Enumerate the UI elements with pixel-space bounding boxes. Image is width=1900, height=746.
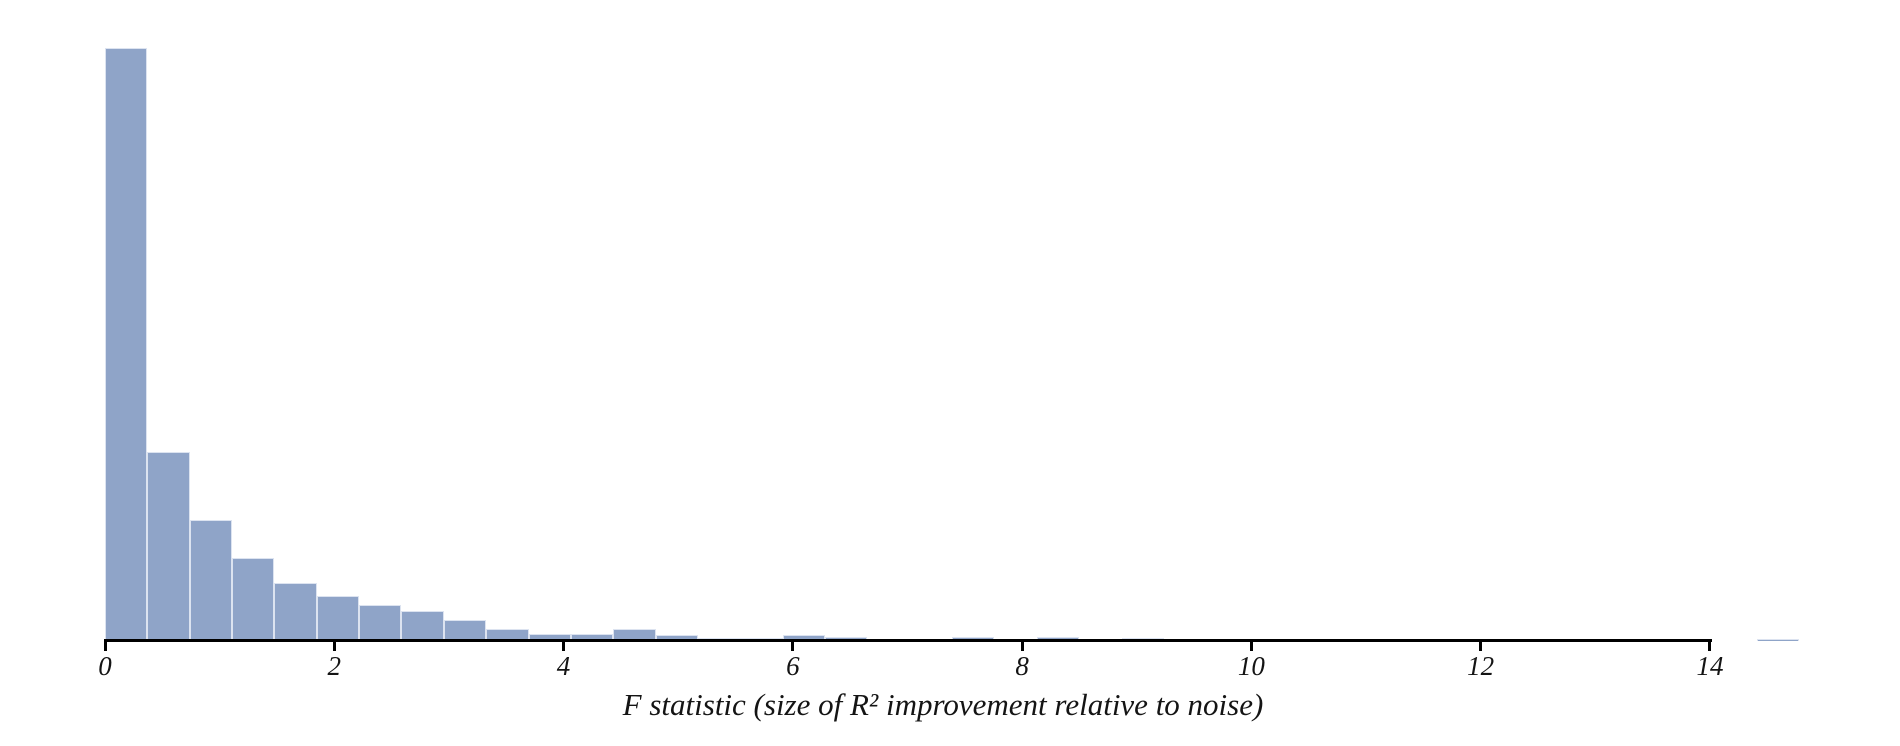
x-axis-line bbox=[103, 639, 1712, 642]
x-axis-tick bbox=[562, 641, 566, 651]
histogram-bar bbox=[401, 611, 444, 641]
x-axis-tick-label: 14 bbox=[1696, 651, 1724, 681]
x-axis-tick bbox=[103, 641, 107, 651]
histogram-bar bbox=[232, 558, 275, 641]
x-axis-tick-label: 2 bbox=[327, 651, 342, 681]
x-axis-tick-label: 8 bbox=[1015, 651, 1029, 681]
histogram-bar bbox=[316, 596, 360, 641]
x-axis-tick-label: 0 bbox=[98, 651, 112, 681]
histogram-bar bbox=[105, 48, 148, 641]
histogram-bar bbox=[359, 605, 402, 641]
histogram-bar bbox=[782, 635, 826, 641]
histogram-bar bbox=[189, 520, 233, 641]
histogram-bar bbox=[613, 629, 656, 641]
histogram-bar bbox=[570, 634, 614, 641]
x-axis-tick bbox=[1708, 641, 1712, 651]
x-axis-tick bbox=[1479, 641, 1483, 651]
x-axis-tick-label: 6 bbox=[786, 651, 800, 681]
histogram-bar bbox=[443, 620, 487, 641]
histogram-bar bbox=[528, 634, 571, 641]
x-axis-tick-label: 12 bbox=[1467, 651, 1495, 681]
x-axis-tick bbox=[791, 641, 795, 651]
histogram-bar bbox=[486, 629, 529, 641]
histogram-bar bbox=[147, 452, 190, 641]
x-axis-tick-label: 4 bbox=[556, 651, 571, 681]
histogram-bar bbox=[1756, 639, 1800, 641]
histogram-bar bbox=[274, 583, 317, 641]
x-axis-tick-label: 10 bbox=[1237, 651, 1265, 681]
x-axis-tick bbox=[1020, 641, 1024, 651]
x-axis-tick bbox=[332, 641, 336, 651]
x-axis-title: F statistic (size of R² improvement rela… bbox=[622, 687, 1264, 722]
x-axis-tick bbox=[1249, 641, 1253, 651]
histogram-bar bbox=[655, 635, 698, 641]
